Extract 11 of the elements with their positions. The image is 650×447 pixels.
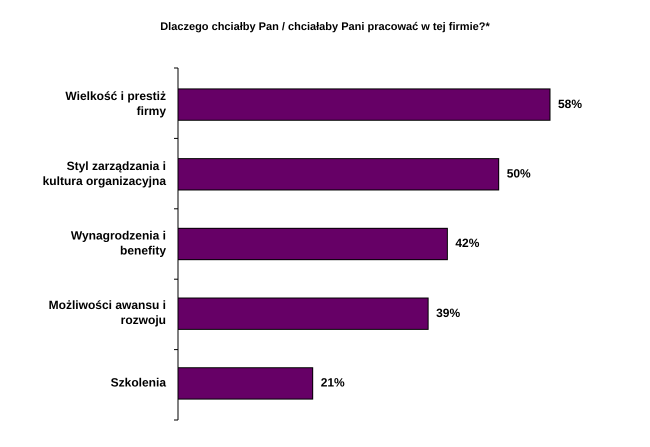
- y-tick-label: Wynagrodzenia i benefity: [70, 228, 166, 258]
- y-tick-label: Wielkość i prestiż firmy: [65, 89, 166, 118]
- y-tick-label: Szkolenia: [110, 376, 166, 390]
- y-tick-label: Styl zarządzania i kultura organizacyjna: [42, 158, 166, 188]
- data-label: 50%: [506, 166, 532, 180]
- data-label: 39%: [436, 306, 460, 320]
- data-label: 21%: [320, 376, 346, 390]
- y-tick-label: Możliwości awansu i rozwoju: [48, 298, 166, 328]
- chart-title: Dlaczego chciałby Pan / chciałaby Pani pracować w tej firmie?*: [160, 21, 490, 33]
- data-label: 58%: [558, 96, 582, 111]
- data-label: 42%: [455, 236, 480, 250]
